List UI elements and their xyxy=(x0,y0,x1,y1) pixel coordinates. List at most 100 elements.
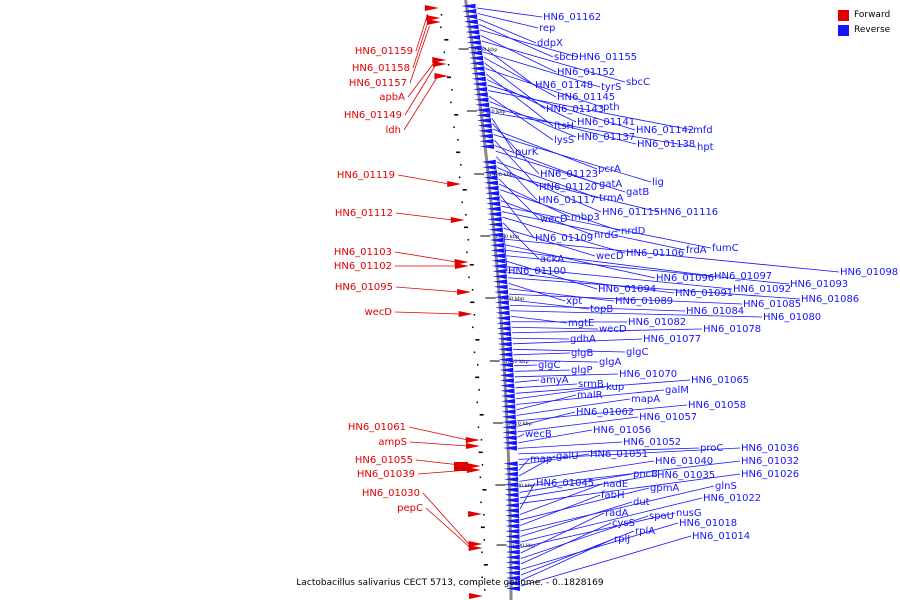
reverse-leader xyxy=(519,483,603,515)
reverse-gene-label: hpt xyxy=(697,142,714,153)
reverse-gene-label: HN6_01078 xyxy=(703,324,761,335)
forward-leader xyxy=(409,25,430,84)
reverse-gene-label: HN6_01155 xyxy=(579,52,637,63)
map-caption: Lactobacillus salivarius CECT 5713, comp… xyxy=(296,578,604,588)
forward-leader xyxy=(415,459,469,467)
reverse-gene-label: ftsH xyxy=(554,121,574,132)
reverse-gene-label: trmA xyxy=(599,193,624,204)
reverse-leader xyxy=(503,233,508,272)
forward-feature xyxy=(432,57,447,63)
reverse-gene-label: HN6_01077 xyxy=(643,334,701,345)
reverse-leader xyxy=(507,271,675,294)
reverse-leader xyxy=(520,515,649,559)
reverse-feature xyxy=(495,310,510,316)
reverse-gene-label: cysS xyxy=(612,518,635,529)
reverse-gene-label: HN6_01141 xyxy=(577,117,635,128)
reverse-leader xyxy=(501,211,686,251)
reverse-gene-label: dut xyxy=(633,497,650,508)
reverse-gene-label: HN6_01094 xyxy=(598,284,656,295)
forward-feature xyxy=(454,263,469,269)
reverse-gene-label: sbcC xyxy=(626,77,650,88)
reverse-gene-label: topB xyxy=(590,304,613,315)
reverse-leader xyxy=(520,512,676,548)
reverse-gene-label: amyA xyxy=(540,375,569,386)
reverse-leader xyxy=(483,51,601,88)
scale-label: 1340 kbp xyxy=(505,359,529,365)
reverse-feature xyxy=(498,347,513,352)
reverse-feature xyxy=(503,445,518,451)
reverse-feature xyxy=(492,269,507,274)
forward-feature xyxy=(426,19,441,25)
reverse-gene-label: glgC xyxy=(626,347,648,358)
forward-gene-label: HN6_01159 xyxy=(355,46,413,57)
reverse-feature xyxy=(491,258,506,264)
reverse-leader xyxy=(500,200,594,236)
reverse-leader xyxy=(519,482,536,510)
reverse-gene-label: HN6_01089 xyxy=(615,296,673,307)
reverse-feature xyxy=(476,113,491,118)
scale-label: 1380 kbp xyxy=(495,234,519,240)
reverse-leader xyxy=(484,62,546,110)
forward-feature xyxy=(465,437,480,443)
forward-leader xyxy=(412,19,429,69)
reverse-leader xyxy=(497,172,660,213)
feature-marker xyxy=(443,51,446,54)
reverse-gene-label: HN6_01051 xyxy=(590,449,648,460)
reverse-feature xyxy=(494,295,509,300)
reverse-gene-label: gatB xyxy=(626,187,649,198)
reverse-gene-label: HN6_01032 xyxy=(741,456,799,467)
reverse-leader xyxy=(520,530,635,576)
reverse-leader xyxy=(495,156,538,201)
reverse-feature xyxy=(499,378,514,383)
reverse-gene-label: fumC xyxy=(712,243,739,254)
reverse-gene-label: HN6_01058 xyxy=(688,400,746,411)
reverse-feature xyxy=(484,185,499,191)
reverse-gene-label: frdA xyxy=(686,245,707,256)
forward-feature xyxy=(458,311,473,317)
reverse-gene-label: glnS xyxy=(715,481,737,492)
reverse-feature xyxy=(467,45,482,51)
reverse-feature xyxy=(505,575,520,581)
reverse-feature xyxy=(504,482,519,487)
reverse-feature xyxy=(501,399,516,404)
feature-marker xyxy=(478,389,480,391)
feature-marker xyxy=(480,501,482,504)
reverse-leader xyxy=(520,522,679,570)
reverse-gene-label: HN6_01062 xyxy=(576,407,634,418)
reverse-gene-label: rplA xyxy=(635,526,655,537)
reverse-gene-label: glgC xyxy=(538,360,560,371)
forward-leader xyxy=(408,426,468,441)
reverse-feature xyxy=(474,97,489,103)
reverse-feature xyxy=(487,211,502,217)
reverse-feature xyxy=(490,243,505,248)
reverse-gene-label: pncB xyxy=(633,469,658,480)
reverse-gene-label: HN6_01084 xyxy=(686,306,744,317)
reverse-gene-label: map xyxy=(530,454,552,465)
reverse-gene-label: sbcD xyxy=(554,52,579,63)
reverse-feature xyxy=(496,326,511,331)
reverse-leader xyxy=(517,433,525,438)
reverse-leader xyxy=(520,535,692,587)
reverse-leader xyxy=(520,494,601,526)
reverse-gene-label: nadE xyxy=(603,479,628,490)
forward-leader xyxy=(417,469,469,475)
reverse-gene-label: ddpX xyxy=(537,38,563,49)
reverse-feature xyxy=(501,409,516,415)
feature-marker xyxy=(478,451,483,454)
forward-feature-block xyxy=(454,462,468,471)
reverse-feature xyxy=(500,393,515,399)
reverse-gene-label: HN6_01106 xyxy=(626,248,684,259)
reverse-feature xyxy=(505,565,520,571)
reverse-gene-label: HN6_01070 xyxy=(619,369,677,380)
reverse-leader xyxy=(516,398,631,416)
legend-reverse: Reverse xyxy=(838,23,890,37)
reverse-gene-label: mfd xyxy=(693,125,713,136)
reverse-gene-label: glgP xyxy=(571,365,593,376)
reverse-feature xyxy=(477,123,492,129)
reverse-leader xyxy=(518,447,741,460)
reverse-feature xyxy=(504,477,519,482)
reverse-feature xyxy=(502,425,517,430)
reverse-feature xyxy=(463,19,478,25)
reverse-feature xyxy=(482,170,497,175)
reverse-feature xyxy=(473,87,488,92)
